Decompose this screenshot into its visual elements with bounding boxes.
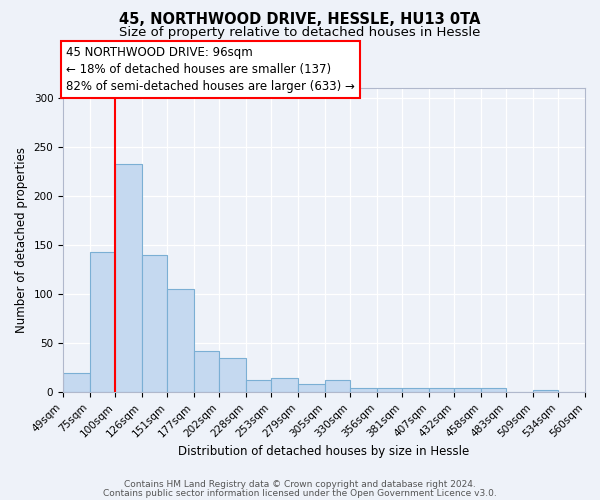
- Bar: [271, 378, 298, 392]
- Bar: [402, 388, 429, 392]
- Text: Contains HM Land Registry data © Crown copyright and database right 2024.: Contains HM Land Registry data © Crown c…: [124, 480, 476, 489]
- Text: 45 NORTHWOOD DRIVE: 96sqm
← 18% of detached houses are smaller (137)
82% of semi: 45 NORTHWOOD DRIVE: 96sqm ← 18% of detac…: [66, 46, 355, 93]
- Bar: [246, 380, 271, 392]
- Bar: [429, 388, 454, 392]
- Bar: [533, 390, 559, 392]
- Y-axis label: Number of detached properties: Number of detached properties: [15, 148, 28, 334]
- Text: Size of property relative to detached houses in Hessle: Size of property relative to detached ho…: [119, 26, 481, 39]
- Text: Contains public sector information licensed under the Open Government Licence v3: Contains public sector information licen…: [103, 488, 497, 498]
- X-axis label: Distribution of detached houses by size in Hessle: Distribution of detached houses by size …: [178, 444, 470, 458]
- Bar: [298, 384, 325, 392]
- Text: 45, NORTHWOOD DRIVE, HESSLE, HU13 0TA: 45, NORTHWOOD DRIVE, HESSLE, HU13 0TA: [119, 12, 481, 28]
- Bar: [220, 358, 246, 392]
- Bar: [481, 388, 506, 392]
- Bar: [377, 388, 402, 392]
- Bar: [350, 388, 377, 392]
- Bar: [454, 388, 481, 392]
- Bar: [167, 290, 194, 393]
- Bar: [142, 255, 167, 392]
- Bar: [194, 351, 220, 393]
- Bar: [89, 252, 115, 392]
- Bar: [63, 372, 89, 392]
- Bar: [115, 164, 142, 392]
- Bar: [325, 380, 350, 392]
